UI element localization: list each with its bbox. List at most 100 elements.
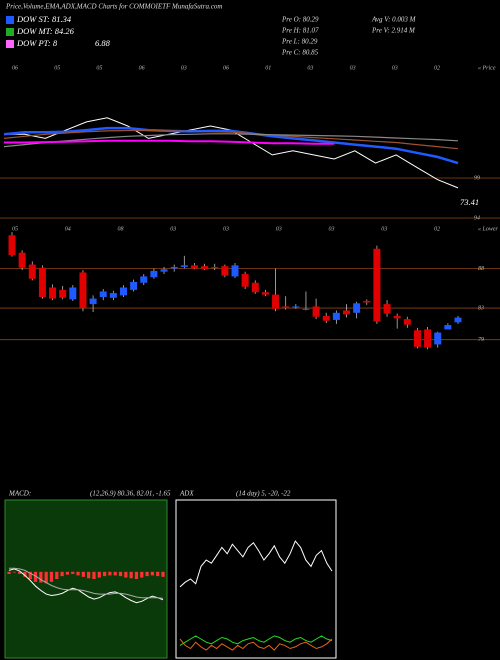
- macd-bar: [97, 571, 101, 578]
- candle-body: [343, 310, 350, 315]
- candle-body: [241, 274, 249, 287]
- x-label: 03: [350, 65, 356, 71]
- macd-bar: [140, 571, 144, 578]
- price-annotation: 94: [474, 214, 480, 221]
- candle-body: [373, 248, 381, 322]
- macd-bar: [134, 571, 139, 579]
- candle-body: [282, 306, 290, 309]
- di-plus-line: [179, 635, 333, 646]
- signal-line: [9, 567, 164, 599]
- x-label: 08: [118, 226, 124, 232]
- legend-swatch: [6, 16, 14, 24]
- candle-body: [190, 265, 198, 269]
- candle-body: [231, 265, 239, 277]
- macd-bar: [23, 571, 27, 577]
- candle-body: [322, 315, 330, 321]
- macd-bar: [39, 571, 43, 583]
- candle-body: [424, 329, 432, 348]
- macd-bar: [129, 571, 133, 579]
- x-label: 05: [12, 226, 18, 232]
- macd-bar: [92, 571, 96, 579]
- legend-label: DOW PT: 8: [16, 38, 58, 48]
- ema-mid-line: [3, 129, 459, 150]
- candle-body: [251, 282, 259, 293]
- macd-bar: [102, 571, 107, 577]
- legend-label: DOW ST: 81.34: [16, 14, 72, 24]
- x-label: 02: [434, 65, 440, 71]
- legend-swatch: [6, 40, 14, 48]
- candle-body: [18, 252, 26, 268]
- page-title: Price,Volume,EMA,ADX,MACD Charts for COM…: [5, 3, 222, 11]
- candle-body: [120, 287, 127, 296]
- candle-body: [363, 300, 371, 303]
- candle-body: [403, 319, 411, 325]
- candle-body: [140, 276, 148, 283]
- macd-bar: [108, 571, 112, 576]
- adx-label: ADX: [179, 490, 194, 498]
- macd-params: (12,26,9) 80.36, 82.01, -1.65: [90, 490, 171, 498]
- y-tick-label: 88: [478, 266, 484, 272]
- x-label: 06: [12, 65, 18, 71]
- candle-body: [332, 312, 340, 320]
- candle-body: [170, 266, 178, 269]
- x-label: 05: [54, 65, 60, 71]
- macd-bar: [71, 571, 75, 574]
- candle-body: [49, 287, 57, 299]
- di-minus-line: [179, 638, 333, 651]
- macd-bar: [28, 571, 32, 579]
- macd-bar: [33, 571, 38, 582]
- price-annotation: 99: [474, 175, 480, 181]
- legend-swatch: [6, 28, 14, 36]
- macd-panel: [4, 499, 168, 659]
- candle-body: [89, 298, 97, 305]
- legend-extra: 6.88: [95, 38, 111, 48]
- x-label: 02: [434, 226, 440, 232]
- macd-bar: [60, 571, 64, 577]
- candle-body: [302, 308, 310, 310]
- x-label: 03: [329, 226, 335, 232]
- candle-body: [201, 266, 209, 270]
- stat: Avg V: 0.003 M: [371, 16, 417, 24]
- candle-body: [383, 304, 391, 314]
- x-label: 03: [392, 65, 398, 71]
- x-label: 03: [276, 226, 282, 232]
- x-label: 03: [307, 65, 313, 71]
- candle-body: [28, 264, 36, 279]
- candle-body: [312, 306, 320, 317]
- candle-body: [59, 289, 67, 298]
- macd-line: [8, 568, 164, 604]
- macd-bar: [76, 571, 80, 576]
- candle-body: [99, 291, 107, 297]
- candle-body: [180, 265, 188, 267]
- candle-body: [150, 270, 158, 278]
- ema-short-line: [3, 126, 459, 165]
- stat: Pre L: 80.29: [281, 38, 318, 46]
- candle-body: [261, 292, 269, 295]
- macd-bar: [113, 571, 117, 576]
- candle-body: [8, 235, 16, 256]
- candle-body: [130, 281, 138, 290]
- candle-body: [413, 330, 421, 347]
- candle-body: [79, 272, 87, 309]
- macd-bar: [87, 571, 91, 579]
- candle-body: [292, 306, 300, 308]
- candle-body: [454, 317, 462, 323]
- macd-bar: [118, 571, 123, 577]
- candle-body: [109, 293, 117, 298]
- candle-body: [69, 287, 77, 300]
- stat: Pre C: 80.85: [281, 49, 319, 57]
- candle-body: [444, 325, 452, 330]
- macd-bar: [44, 571, 48, 584]
- x-label: 05: [96, 65, 102, 71]
- candle-body: [434, 332, 442, 345]
- macd-bar: [124, 571, 128, 578]
- legend-label: DOW MT: 84.26: [16, 26, 75, 36]
- macd-label: MACD:: [8, 490, 31, 498]
- macd-bar: [150, 571, 154, 576]
- x-label: 04: [65, 225, 71, 232]
- candle-body: [211, 266, 219, 268]
- macd-bar: [12, 571, 16, 573]
- macd-bar: [49, 571, 54, 582]
- adx-panel: [175, 499, 337, 659]
